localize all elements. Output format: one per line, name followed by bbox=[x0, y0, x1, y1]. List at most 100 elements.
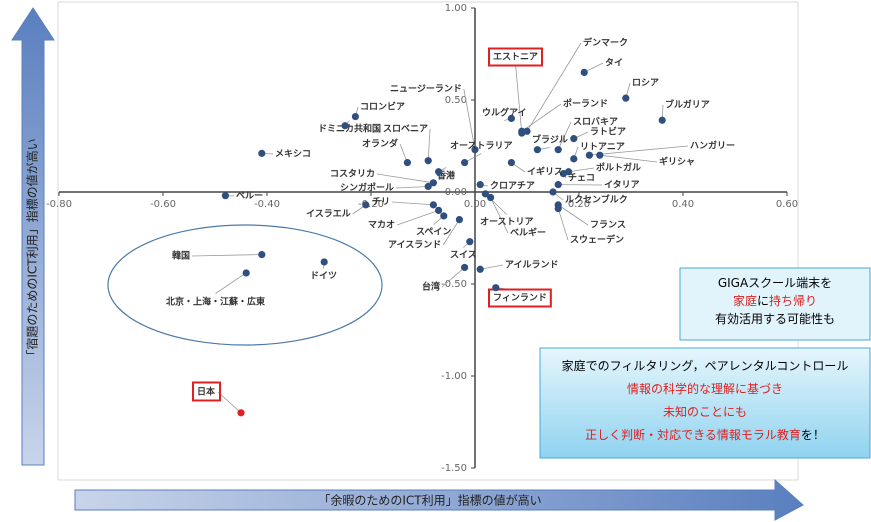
point-label: リトアニア bbox=[580, 142, 625, 153]
point bbox=[596, 151, 604, 159]
callout-text: 持ち帰り bbox=[769, 293, 817, 308]
point bbox=[341, 122, 349, 130]
point-label: オーストラリア bbox=[450, 141, 513, 152]
leader-line bbox=[215, 272, 247, 294]
group-ellipse bbox=[107, 224, 383, 346]
y-tick-label: -0.50 bbox=[441, 279, 467, 290]
callout-box bbox=[539, 347, 871, 459]
callout-text: 家庭でのフィルタリング，ペアレンタルコントロール bbox=[562, 358, 849, 373]
point bbox=[622, 94, 630, 102]
x-tick-label: 0.00 bbox=[464, 199, 486, 210]
leader-line bbox=[589, 145, 689, 156]
leader-line bbox=[396, 210, 439, 226]
y-tick-label: 0.00 bbox=[445, 187, 467, 198]
point bbox=[554, 146, 562, 154]
callout-text: 未知のことにも bbox=[663, 405, 747, 419]
point bbox=[424, 182, 432, 191]
point-label: ドイツ bbox=[310, 271, 337, 282]
point-label: ハンガリー bbox=[690, 140, 735, 152]
point-label: スイス bbox=[450, 250, 477, 261]
callout-text: 正しく判断・対応できる情報モラル教育 bbox=[585, 427, 801, 442]
leader-line bbox=[480, 264, 504, 270]
y-tick-label: 1.00 bbox=[445, 3, 467, 14]
point bbox=[580, 68, 588, 76]
point bbox=[461, 263, 469, 272]
point-label: オーストリア bbox=[480, 217, 534, 228]
callout-line: 有効活用する可能性も bbox=[715, 311, 835, 326]
leader-line bbox=[192, 254, 262, 257]
point-label: クロアチア bbox=[490, 181, 535, 192]
point-label: ブルガリア bbox=[665, 99, 710, 111]
point-label: ポーランド bbox=[563, 98, 608, 110]
point-label: ペルー bbox=[236, 191, 263, 202]
point-label: 台湾 bbox=[422, 281, 440, 293]
point-label: ラトビア bbox=[590, 126, 626, 138]
point-label: スウェーデン bbox=[570, 234, 624, 246]
leader-line bbox=[515, 64, 523, 134]
point-label: コロンビア bbox=[360, 101, 405, 113]
leader-line bbox=[557, 208, 569, 241]
point bbox=[351, 112, 359, 121]
callout-line: 正しく判断・対応できる情報モラル教育を！ bbox=[585, 427, 825, 442]
leader-line bbox=[568, 167, 595, 173]
x-axis-label: 「余暇のためのICT利用」指標の値が高い bbox=[318, 493, 541, 508]
leader-line bbox=[599, 154, 658, 163]
point-label: アイスランド bbox=[388, 240, 441, 251]
callout-text: GIGAスクール端末を bbox=[718, 276, 832, 290]
callout-line: 未知のことにも bbox=[663, 405, 747, 419]
point-label: フィンランド bbox=[493, 293, 547, 304]
label-box bbox=[192, 381, 222, 402]
point bbox=[507, 158, 515, 167]
callout-text: に bbox=[757, 294, 769, 308]
point bbox=[585, 151, 594, 159]
point-label: ルクセンブルク bbox=[565, 194, 628, 206]
point-label: イギリス bbox=[527, 166, 563, 178]
point-label: ニュージーランド bbox=[390, 84, 462, 95]
point bbox=[435, 168, 443, 176]
x-tick-label: -0.60 bbox=[150, 199, 176, 210]
point-label: デンマーク bbox=[583, 37, 628, 49]
x-tick-label: -0.40 bbox=[254, 199, 280, 210]
leader-line bbox=[391, 201, 434, 206]
point bbox=[533, 146, 542, 154]
y-tick-label: -1.00 bbox=[441, 371, 467, 382]
point-label: タイ bbox=[605, 57, 623, 69]
y-tick-label: -1.50 bbox=[441, 463, 467, 474]
point-label: チリ bbox=[372, 197, 390, 208]
point-label: シンガポール bbox=[340, 182, 394, 194]
point-label: ドミニカ共和国 bbox=[318, 123, 381, 135]
callout-box bbox=[679, 267, 871, 341]
point bbox=[237, 409, 245, 417]
point bbox=[507, 114, 515, 122]
point-label: ギリシャ bbox=[659, 156, 695, 168]
point-label: スペイン bbox=[416, 227, 451, 238]
point-label: フランス bbox=[590, 220, 626, 231]
callout-line: GIGAスクール端末を bbox=[718, 276, 832, 290]
x-tick-label: 0.40 bbox=[672, 199, 694, 210]
point-label: 日本 bbox=[197, 386, 216, 398]
point bbox=[570, 155, 578, 163]
callout-text: 有効活用する可能性も bbox=[715, 311, 835, 326]
x-tick-label: -0.20 bbox=[358, 199, 384, 210]
point bbox=[258, 149, 266, 157]
point-label: ブラジル bbox=[532, 134, 568, 146]
point-label: オランダ bbox=[362, 138, 398, 150]
leader-line bbox=[427, 128, 431, 161]
point bbox=[461, 158, 469, 167]
point bbox=[481, 190, 489, 198]
leader-line bbox=[441, 267, 465, 288]
point bbox=[221, 192, 229, 200]
point-label: コスタリカ bbox=[330, 168, 375, 180]
y-tick-label: 0.50 bbox=[445, 95, 467, 106]
callout-text: 情報の科学的な理解に基づき bbox=[627, 381, 783, 396]
point-label: スロバキア bbox=[573, 117, 618, 128]
point bbox=[435, 206, 443, 214]
point bbox=[242, 269, 250, 277]
point-label: 北京・上海・江蘇・広東 bbox=[166, 296, 265, 308]
label-box bbox=[488, 288, 552, 308]
point bbox=[429, 201, 437, 209]
point-label: ロシア bbox=[632, 78, 659, 89]
point-label: ベルギー bbox=[510, 227, 546, 239]
point bbox=[424, 157, 432, 165]
